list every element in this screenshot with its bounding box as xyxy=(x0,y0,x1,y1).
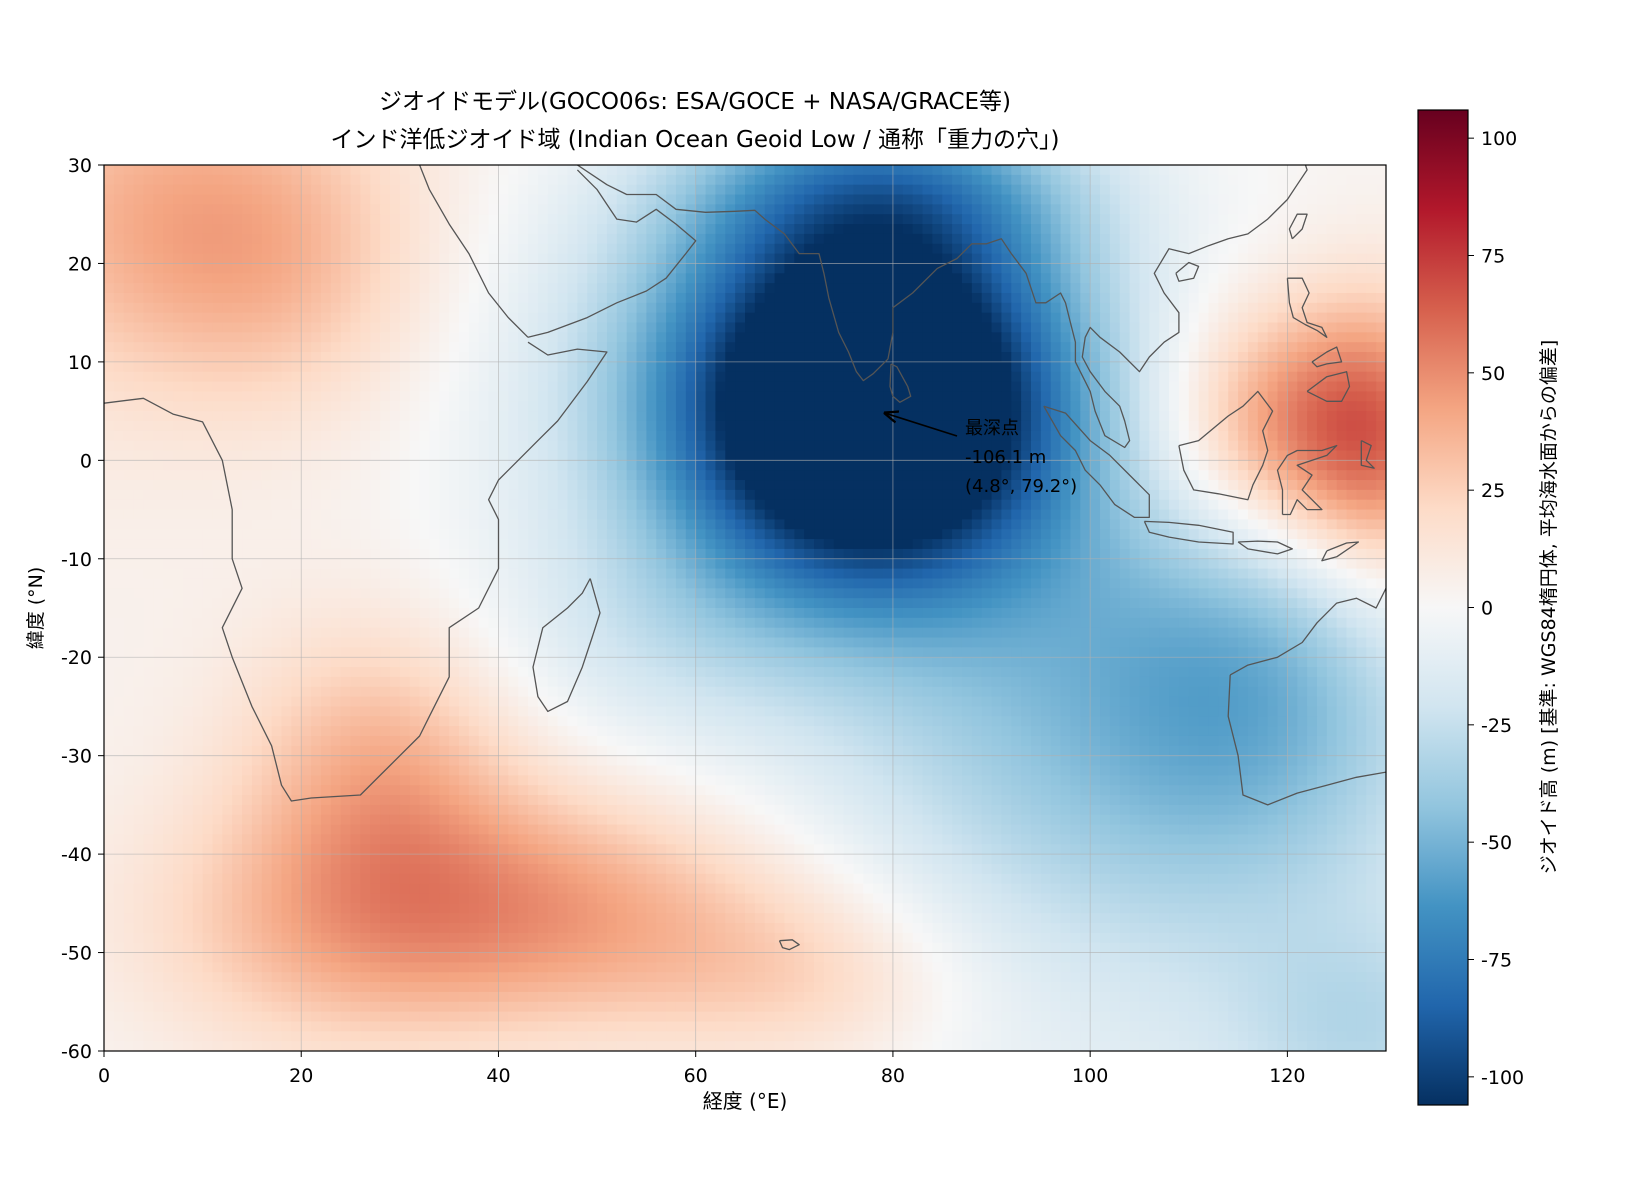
y-tick-label: -30 xyxy=(61,746,92,768)
coastline-madagascar xyxy=(532,578,601,713)
annotation-coords: (4.8°, 79.2°) xyxy=(965,476,1077,497)
coastline-philippines-luzon xyxy=(1286,277,1328,338)
coastline-borneo xyxy=(1178,390,1274,501)
y-axis-label: 緯度 (°N) xyxy=(25,567,47,650)
colorbar-label: ジオイド高 (m) [基準: WGS84楕円体, 平均海水面からの偏差] xyxy=(1538,340,1560,875)
coastline-timor xyxy=(1321,541,1360,562)
x-tick-label: 80 xyxy=(881,1065,905,1087)
coastline-india xyxy=(764,218,1012,382)
coastline-red-sea-west xyxy=(418,165,529,338)
coastline-sri-lanka xyxy=(889,363,912,403)
colorbar-tick-label: -75 xyxy=(1481,950,1512,972)
coastline-arabia xyxy=(527,169,697,338)
coastline-sulawesi xyxy=(1276,444,1338,516)
y-tick-label: 0 xyxy=(80,450,92,472)
coastline-australia xyxy=(1227,674,1386,806)
y-tick-label: -60 xyxy=(61,1041,92,1063)
coastline-burma xyxy=(1010,165,1308,449)
annotation-label: 最深点 xyxy=(965,418,1019,439)
y-tick-label: 20 xyxy=(68,253,92,275)
coastline-lesser-sunda xyxy=(1237,540,1293,555)
coastline-sumatra xyxy=(1043,405,1150,519)
coastline-taiwan xyxy=(1288,213,1308,240)
annotation-arrow xyxy=(885,413,958,437)
coastline-philippines-mindanao xyxy=(1306,371,1351,402)
x-axis-label: 経度 (°E) xyxy=(703,1089,788,1113)
plot-frame xyxy=(103,164,1387,1052)
gridlines xyxy=(104,165,1386,1051)
x-tick-label: 20 xyxy=(289,1065,313,1087)
y-axis-ticks: 30 20 10 0 -10 -20 -30 -40 -50 -60 xyxy=(61,155,104,1063)
colorbar-tick-label: 50 xyxy=(1481,363,1505,385)
y-tick-label: -20 xyxy=(61,647,92,669)
colorbar-tick-label: 100 xyxy=(1481,128,1517,150)
coastline-hainan xyxy=(1175,261,1200,282)
x-tick-label: 0 xyxy=(98,1065,110,1087)
coastline-new-guinea-west xyxy=(1385,483,1386,496)
colorbar-tick-label: -50 xyxy=(1481,832,1512,854)
coastline-philippines-mid xyxy=(1311,346,1343,368)
chart-title: ジオイドモデル(GOCO06s: ESA/GOCE + NASA/GRACE等) xyxy=(378,89,1012,115)
y-tick-label: -10 xyxy=(61,549,92,571)
colorbar-tick-label: -100 xyxy=(1481,1067,1524,1089)
x-tick-label: 120 xyxy=(1269,1065,1305,1087)
chart-subtitle: インド洋低ジオイド域 (Indian Ocean Geoid Low / 通称「… xyxy=(330,127,1060,153)
deepest-point-annotation: 最深点 -106.1 m (4.8°, 79.2°) xyxy=(885,413,1077,497)
y-tick-label: -50 xyxy=(61,943,92,965)
colorbar-tick-label: 75 xyxy=(1481,245,1505,267)
colorbar-tick-label: -25 xyxy=(1481,715,1512,737)
coastline-java xyxy=(1143,520,1234,545)
y-tick-label: 10 xyxy=(68,352,92,374)
y-tick-label: -40 xyxy=(61,844,92,866)
y-tick-label: 30 xyxy=(68,155,92,177)
colorbar-tick-label: 0 xyxy=(1481,598,1493,620)
colorbar-ticks: 100 75 50 25 0 -25 -50 -75 -100 xyxy=(1468,128,1524,1089)
annotation-value: -106.1 m xyxy=(965,447,1046,468)
colorbar-gradient xyxy=(1417,109,1469,1106)
coastline-australia-north xyxy=(1229,587,1386,676)
x-tick-label: 40 xyxy=(486,1065,510,1087)
colorbar-tick-label: 25 xyxy=(1481,480,1505,502)
colorbar: 100 75 50 25 0 -25 -50 -75 -100 ジオイド高 (m) [基準: W… xyxy=(1417,109,1560,1106)
x-axis-ticks: 0 20 40 60 80 100 120 xyxy=(98,1051,1306,1087)
x-tick-label: 100 xyxy=(1072,1065,1108,1087)
x-tick-label: 60 xyxy=(684,1065,708,1087)
heatmap-field xyxy=(104,165,1386,1051)
coastlines xyxy=(104,165,1386,951)
coastline-africa xyxy=(104,341,608,802)
coastline-halmahera xyxy=(1360,440,1375,469)
coastline-iran xyxy=(577,165,766,220)
coastline-kerguelen xyxy=(778,939,800,951)
